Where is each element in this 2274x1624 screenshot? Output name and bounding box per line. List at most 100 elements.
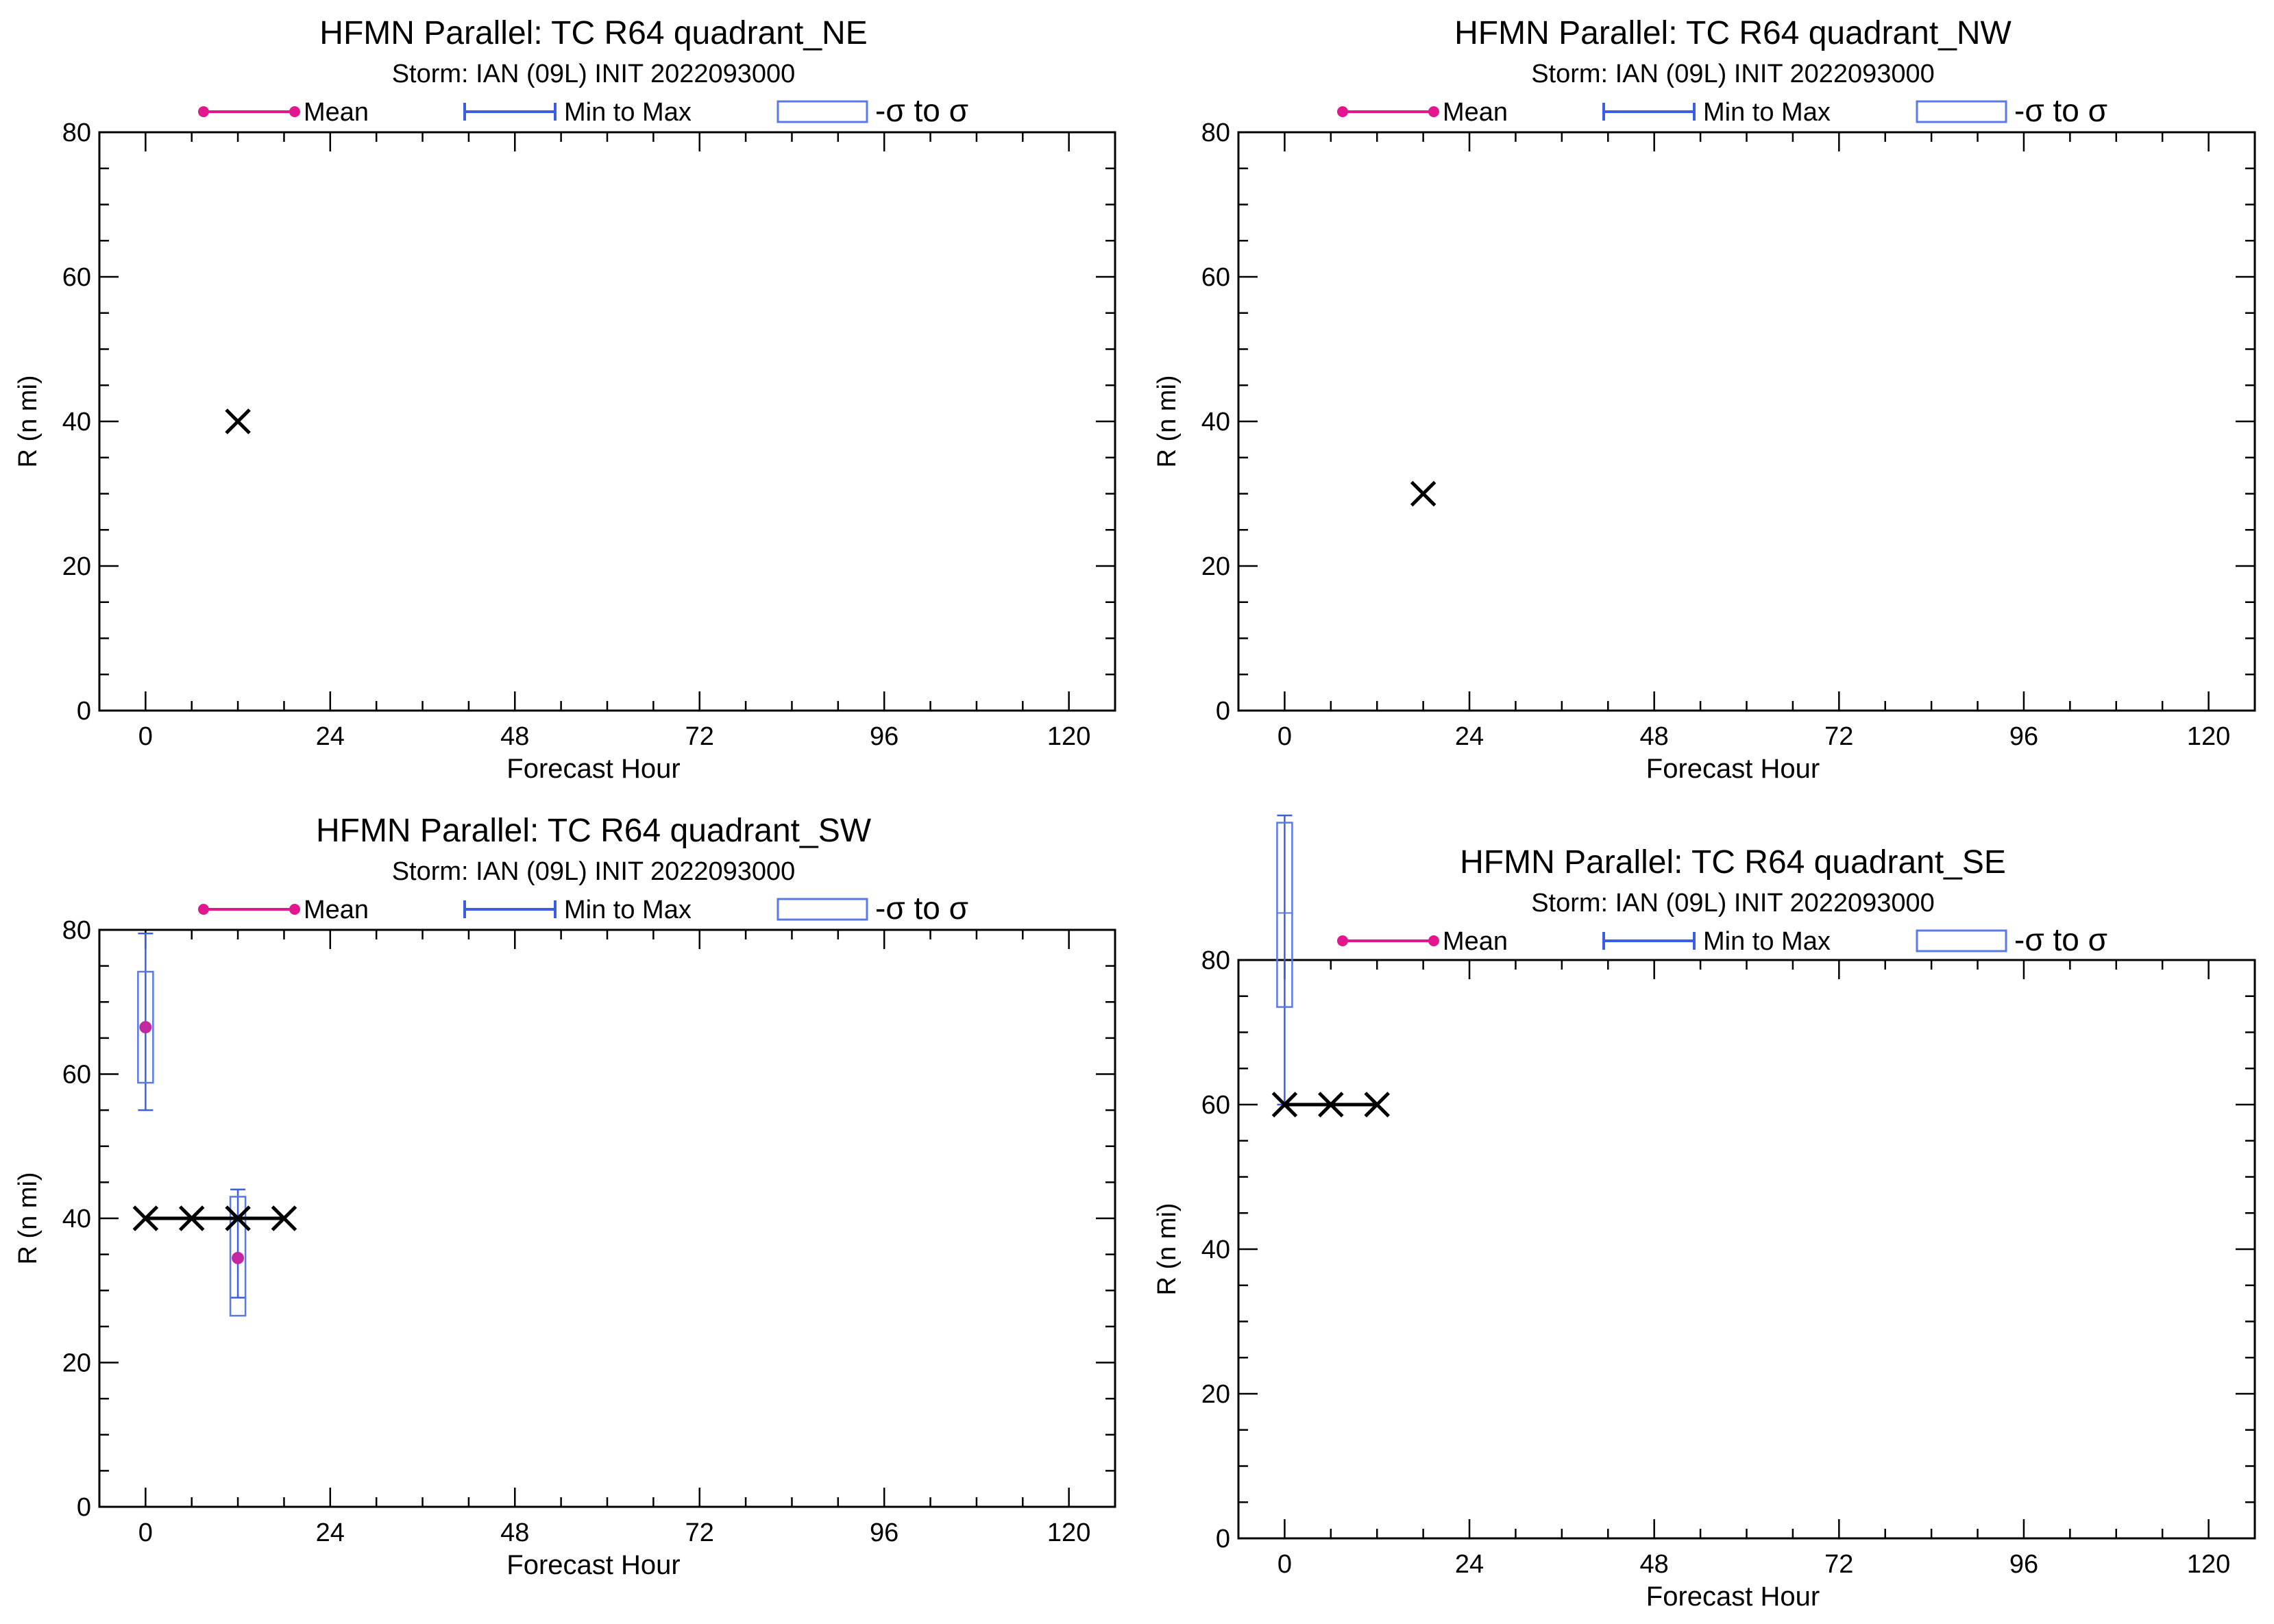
x-tick-label: 48 (1640, 1550, 1669, 1579)
legend-mean-marker (1428, 106, 1439, 117)
y-tick-label: 0 (77, 697, 91, 726)
y-tick-label: 80 (1201, 946, 1230, 975)
x-tick-label: 24 (1455, 1550, 1484, 1579)
x-tick-label: 96 (870, 1518, 898, 1547)
x-tick-label: 120 (2187, 1550, 2230, 1579)
x-tick-label: 24 (316, 1518, 345, 1547)
forecast-point (178, 1205, 205, 1231)
legend-sigma-box (1916, 929, 2007, 952)
plot-frame (1237, 131, 2256, 712)
forecast-point (1364, 1092, 1390, 1118)
y-tick-label: 40 (62, 1205, 91, 1233)
legend-sigma-label: -σ to σ (875, 890, 968, 926)
legend-range-label: Min to Max (564, 98, 692, 127)
legend-mean-marker (1337, 935, 1348, 946)
x-tick-label: 0 (1277, 1550, 1292, 1579)
y-axis-label: R (n mi) (1153, 375, 1182, 467)
chart-legend: Mean Min to Max -σ to σ (1337, 922, 2107, 957)
y-axis-label: R (n mi) (14, 375, 42, 467)
forecast-marker-stroke (225, 408, 251, 434)
legend-mean-marker (198, 904, 209, 915)
plot-frame (98, 131, 1116, 712)
x-tick-label: 120 (1047, 722, 1090, 751)
y-tick-label: 60 (1201, 1091, 1230, 1120)
x-tick-label: 0 (138, 1518, 153, 1547)
legend-mean-label: Mean (304, 896, 369, 924)
chart-panel-2: HFMN Parallel: TC R64 quadrant_SW Storm: … (14, 813, 1116, 1580)
y-tick-label: 40 (1201, 1235, 1230, 1264)
forecast-marker-stroke (1364, 1092, 1390, 1118)
legend-sigma-label: -σ to σ (2014, 93, 2107, 128)
x-tick-label: 72 (685, 722, 714, 751)
forecast-marker-stroke (1318, 1092, 1344, 1118)
legend-sigma-box (1916, 100, 2007, 123)
legend-range-label: Min to Max (1703, 927, 1831, 956)
legend-mean-marker (289, 904, 300, 915)
y-tick-label: 80 (62, 916, 91, 945)
legend-sigma-label: -σ to σ (2014, 922, 2107, 957)
forecast-point (1410, 480, 1436, 507)
legend-mean-label: Mean (1443, 98, 1508, 127)
forecast-marker-stroke (132, 1205, 159, 1231)
x-tick-label: 72 (1824, 722, 1853, 751)
forecast-point (225, 408, 251, 434)
x-tick-label: 120 (1047, 1518, 1090, 1547)
x-axis-label: Forecast Hour (1646, 754, 1820, 784)
y-tick-label: 40 (62, 408, 91, 436)
x-axis-label: Forecast Hour (506, 754, 680, 784)
x-axis-label: Forecast Hour (1646, 1582, 1820, 1612)
y-tick-label: 0 (77, 1493, 91, 1522)
forecast-point (271, 1205, 297, 1231)
chart-panel-0: HFMN Parallel: TC R64 quadrant_NE Storm: … (14, 15, 1116, 784)
x-axis-label: Forecast Hour (506, 1550, 680, 1580)
x-tick-label: 48 (500, 722, 529, 751)
chart-subtitle: Storm: IAN (09L) INIT 2022093000 (1531, 60, 1935, 88)
y-axis-label: R (n mi) (14, 1172, 42, 1264)
legend-sigma-box (777, 100, 868, 123)
chart-panel-1: HFMN Parallel: TC R64 quadrant_NW Storm: … (1153, 15, 2256, 784)
y-axis-label: R (n mi) (1153, 1203, 1182, 1295)
x-tick-label: 72 (1824, 1550, 1853, 1579)
chart-subtitle: Storm: IAN (09L) INIT 2022093000 (1531, 889, 1935, 918)
legend-mean-marker (289, 106, 300, 117)
y-tick-label: 60 (62, 263, 91, 292)
chart-legend: Mean Min to Max -σ to σ (1337, 93, 2107, 128)
chart-legend: Mean Min to Max -σ to σ (198, 93, 968, 128)
forecast-point (132, 1205, 159, 1231)
x-tick-label: 96 (870, 722, 898, 751)
chart-title: HFMN Parallel: TC R64 quadrant_SW (316, 813, 872, 849)
y-tick-label: 0 (1216, 697, 1230, 726)
mean-point (232, 1251, 245, 1264)
chart-title: HFMN Parallel: TC R64 quadrant_SE (1460, 844, 2006, 881)
x-tick-label: 120 (2187, 722, 2230, 751)
legend-range-label: Min to Max (564, 896, 692, 924)
x-tick-label: 0 (1277, 722, 1292, 751)
y-tick-label: 20 (62, 552, 91, 581)
chart-subtitle: Storm: IAN (09L) INIT 2022093000 (392, 60, 796, 88)
chart-panel-3: HFMN Parallel: TC R64 quadrant_SE Storm: … (1153, 814, 2256, 1612)
y-tick-label: 60 (1201, 263, 1230, 292)
stat-group (229, 1188, 247, 1317)
stat-group (137, 933, 154, 1111)
forecast-marker-stroke (178, 1205, 205, 1231)
plot-frame (1237, 959, 2256, 1540)
x-tick-label: 96 (2009, 1550, 2038, 1579)
y-tick-label: 60 (62, 1061, 91, 1090)
sigma-box (1276, 822, 1293, 1008)
forecast-point (225, 1205, 251, 1231)
forecast-marker-stroke (1271, 1092, 1298, 1118)
x-tick-label: 0 (138, 722, 153, 751)
legend-range-label: Min to Max (1703, 98, 1831, 127)
sigma-box (229, 1196, 247, 1317)
mean-point (139, 1021, 152, 1034)
forecast-marker-stroke (1410, 480, 1436, 507)
chart-title: HFMN Parallel: TC R64 quadrant_NW (1454, 15, 2012, 51)
x-tick-label: 96 (2009, 722, 2038, 751)
chart-legend: Mean Min to Max -σ to σ (198, 890, 968, 926)
forecast-point (1318, 1092, 1344, 1118)
x-tick-label: 48 (500, 1518, 529, 1547)
legend-mean-marker (198, 106, 209, 117)
y-tick-label: 80 (1201, 119, 1230, 147)
x-tick-label: 48 (1640, 722, 1669, 751)
